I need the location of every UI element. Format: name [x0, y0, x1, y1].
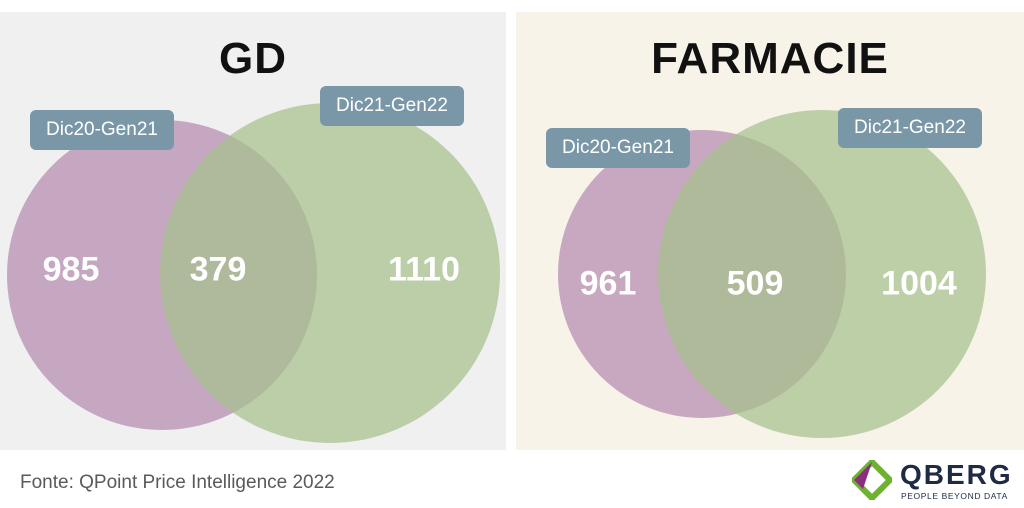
panel-title: GD: [219, 34, 287, 83]
circle-set-b: [658, 110, 986, 438]
qberg-logo: QBERG PEOPLE BEYOND DATA: [848, 460, 1018, 504]
set-b-only-count: 1110: [388, 250, 460, 289]
set-a-only-count: 985: [42, 250, 100, 289]
set-a-label: Dic20-Gen21: [30, 110, 174, 150]
venn-diagram-gd: [7, 103, 500, 443]
logo-name: QBERG: [900, 459, 1013, 490]
circle-set-b: [160, 103, 500, 443]
qberg-logo-icon: [852, 460, 892, 500]
set-b-label: Dic21-Gen22: [320, 86, 464, 126]
set-a-label: Dic20-Gen21: [546, 128, 690, 168]
logo-tagline: PEOPLE BEYOND DATA: [901, 491, 1008, 501]
source-caption: Fonte: QPoint Price Intelligence 2022: [20, 472, 335, 493]
venn-diagram-farmacie: [558, 110, 986, 438]
set-b-label: Dic21-Gen22: [838, 108, 982, 148]
panel-farmacie: FARMACIE Dic20-Gen21 Dic21-Gen22 961 509…: [516, 12, 1024, 450]
panel-title: FARMACIE: [651, 34, 889, 83]
intersection-count: 509: [726, 264, 784, 303]
set-a-only-count: 961: [579, 264, 637, 303]
intersection-count: 379: [189, 250, 247, 289]
panel-gd: GD Dic20-Gen21 Dic21-Gen22 985 379 1110: [0, 12, 506, 450]
set-b-only-count: 1004: [881, 264, 957, 303]
